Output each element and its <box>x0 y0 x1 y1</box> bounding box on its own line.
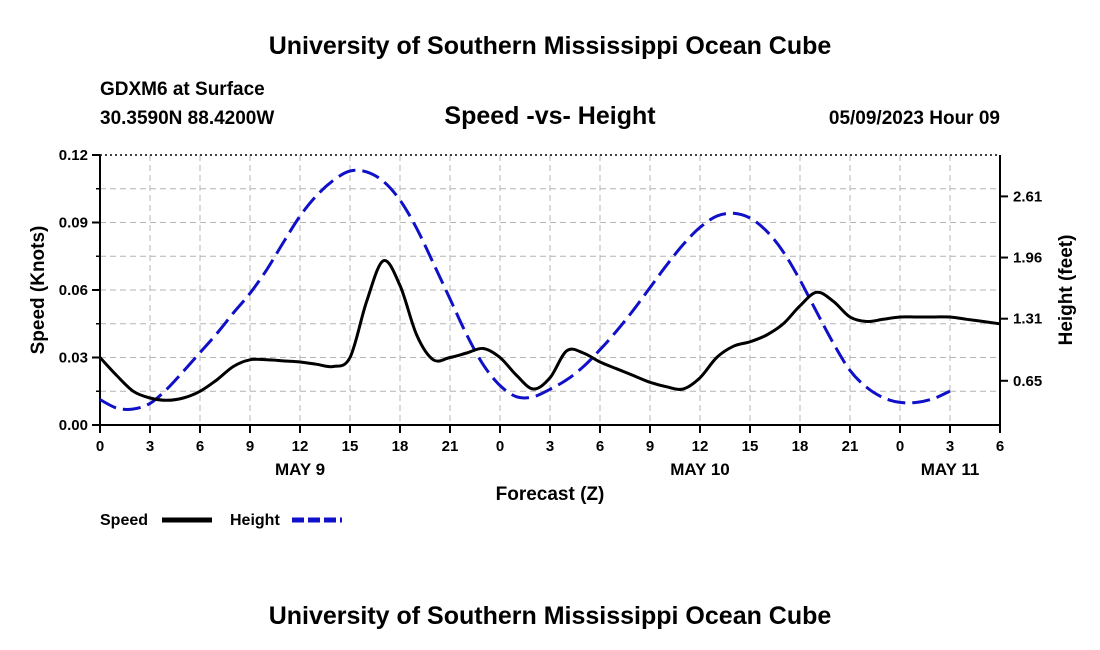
x-tick-label: 12 <box>692 438 709 455</box>
legend-label-height: Height <box>230 512 280 529</box>
y2-tick-label: 0.65 <box>1013 373 1042 390</box>
x-tick-label: 6 <box>196 438 204 455</box>
x-tick-label: 3 <box>546 438 554 455</box>
y-axis-title: Speed (Knots) <box>28 226 49 355</box>
x-tick-label: 0 <box>96 438 104 455</box>
y-tick-label: 0.06 <box>59 282 88 299</box>
y2-axis-title: Height (feet) <box>1056 235 1077 346</box>
x-tick-label: 3 <box>146 438 154 455</box>
x-tick-label: 18 <box>792 438 809 455</box>
chart-subtitle: Speed -vs- Height <box>444 102 656 130</box>
legend-label-speed: Speed <box>100 512 148 529</box>
datetime-label: 05/09/2023 Hour 09 <box>829 108 1000 129</box>
x-tick-label: 6 <box>596 438 604 455</box>
location-label: 30.3590N 88.4200W <box>100 108 274 129</box>
x-tick-label: 0 <box>496 438 504 455</box>
x-tick-label: 9 <box>246 438 254 455</box>
x-tick-label: 21 <box>842 438 859 455</box>
y-tick-label: 0.12 <box>59 147 88 164</box>
y2-tick-label: 1.31 <box>1013 311 1042 328</box>
y2-tick-label: 2.61 <box>1013 188 1042 205</box>
x-tick-label: 9 <box>646 438 654 455</box>
x-tick-label: 3 <box>946 438 954 455</box>
grid <box>100 155 1000 425</box>
x-tick-label: 0 <box>896 438 904 455</box>
x-date-label: MAY 9 <box>275 460 325 479</box>
y-tick-label: 0.00 <box>59 417 88 434</box>
series-group <box>98 168 1001 411</box>
x-axis-title: Forecast (Z) <box>496 484 605 505</box>
legend: Speed Height <box>100 512 342 529</box>
x-tick-label: 15 <box>342 438 359 455</box>
x-tick-label: 15 <box>742 438 759 455</box>
y2-tick-label: 1.96 <box>1013 250 1042 267</box>
x-date-label: MAY 10 <box>670 460 730 479</box>
station-label: GDXM6 at Surface <box>100 79 265 100</box>
ticks: 0.00 0.03 0.06 0.09 0.12 0.65 1.31 1.96 2.61 0 3 6 9… <box>59 147 1042 479</box>
footer-title: University of Southern Mississippi Ocean… <box>269 602 832 630</box>
x-tick-label: 18 <box>392 438 409 455</box>
x-tick-label: 21 <box>442 438 459 455</box>
y-tick-label: 0.09 <box>59 215 88 232</box>
x-tick-label: 6 <box>996 438 1004 455</box>
series-line-speed <box>98 259 1001 402</box>
y-tick-label: 0.03 <box>59 350 88 367</box>
x-date-label: MAY 11 <box>921 460 980 479</box>
x-tick-label: 12 <box>292 438 309 455</box>
chart-title: University of Southern Mississippi Ocean… <box>269 32 832 60</box>
